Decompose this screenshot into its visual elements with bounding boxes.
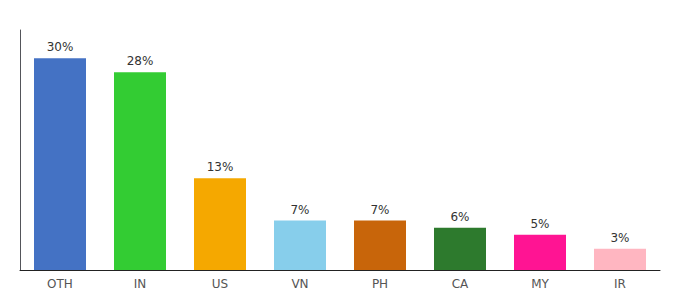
svg-text:5%: 5%: [530, 217, 549, 231]
svg-text:MY: MY: [531, 277, 549, 291]
svg-text:28%: 28%: [127, 54, 154, 68]
svg-text:6%: 6%: [450, 210, 469, 224]
svg-text:IR: IR: [614, 277, 626, 291]
svg-text:US: US: [212, 277, 228, 291]
svg-text:3%: 3%: [610, 231, 629, 245]
svg-text:VN: VN: [291, 277, 308, 291]
svg-text:OTH: OTH: [47, 277, 73, 291]
svg-text:IN: IN: [134, 277, 147, 291]
svg-text:7%: 7%: [290, 203, 309, 217]
svg-text:PH: PH: [372, 277, 388, 291]
svg-text:CA: CA: [452, 277, 469, 291]
svg-text:13%: 13%: [207, 160, 234, 174]
svg-text:7%: 7%: [370, 203, 389, 217]
svg-text:30%: 30%: [47, 40, 74, 54]
